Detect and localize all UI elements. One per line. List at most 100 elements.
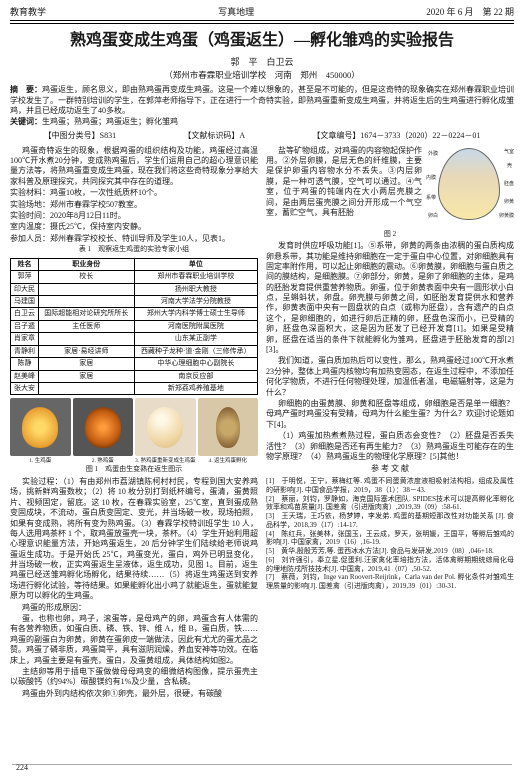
photos xyxy=(10,398,258,456)
reference: [2] 蔡丽，刘钧，罗静如，海克国际塞术团队. SPIDES技术可以提高孵化率孵… xyxy=(266,495,514,513)
fig2-egg-diagram: 外膜 壳 内膜 气室 系带 胚盘 卵黄 卵白 卵黄膜 xyxy=(426,146,514,228)
table-cell: 赵美峰 xyxy=(11,370,39,382)
left-column: 鸡蛋奇特返生的现象，根据鸡蛋的组织结构及功能，鸡蛋经过高温100℃开水煮20分钟… xyxy=(10,146,258,700)
table-row: 郭萍校长郑州市春霖职业培训学校 xyxy=(11,271,258,283)
reference: [7] 蔡薇，刘钧，Inge van Roovert-Reijrink，Carl… xyxy=(266,573,514,591)
table-cell: 印大民 xyxy=(11,283,39,295)
table-cell: 国际超能相对论研究所所长 xyxy=(38,308,134,320)
f2l: 内膜 xyxy=(426,176,436,183)
table-header: 姓名 xyxy=(11,258,39,270)
right-column: 外膜 壳 内膜 气室 系带 胚盘 卵黄 卵白 卵黄膜 盐等矿物组成，对鸡蛋的内容… xyxy=(266,146,514,700)
photo-caption: 3. 熟鸡蛋重新变成生鸡蛋 xyxy=(135,458,196,464)
table-cell: 家居·易经讲师 xyxy=(38,345,134,357)
abstract-label: 摘 要： xyxy=(10,85,42,94)
para: 参加人员：郑州春霖学校校长、特训导师及学生10人，见表1。 xyxy=(10,234,258,244)
f2l: 系带 xyxy=(426,196,436,203)
reference: [1] 于明悦，王宁，蔡梅红等. 鸡蛋不同蛋黄浓度液相吸射法构相，组成及属性的研… xyxy=(266,477,514,495)
observer-table: 姓名职业身份单位 郭萍校长郑州市春霖职业培训学校印大民扬州职大教授马建国河南大学… xyxy=(10,258,258,396)
table-cell: 肖家章 xyxy=(11,333,39,345)
table-cell: 吕子遁 xyxy=(11,320,39,332)
para: 主结卵等用于插电下蛋做做母母鸡变的细微结构图像，提示蛋壳主以碳酸钙（约94%）碳… xyxy=(10,667,258,688)
table-cell: 郑州大学内科学博士硕士生导师 xyxy=(134,308,257,320)
table-cell: 陈静 xyxy=(11,358,39,370)
table-cell xyxy=(38,283,134,295)
reference: [4] 陈红兵，张美林，张国玉，王云成，罗天，张明媛，王国平，等孵后雏鸡的影响[… xyxy=(266,530,514,548)
table-cell: 西藏种子龙种·道·金刚（三修传承） xyxy=(134,345,257,357)
table-cell: 马建国 xyxy=(11,295,39,307)
abstract-text: 鸡蛋返生，顾名思义，即由熟鸡蛋再变成生鸡蛋。这是一个难以想象的，甚至是不可能的，… xyxy=(10,85,514,115)
para: 鸡蛋奇特返生的现象，根据鸡蛋的组织结构及功能，鸡蛋经过高温100℃开水煮20分钟… xyxy=(10,146,258,188)
table-cell: 中华心理细胞中心副院长 xyxy=(134,358,257,370)
para: （1）鸡蛋加热煮煮熟过程，蛋白质态会变性？（2）胚盘是否丢失活性？（3）卵细胞是… xyxy=(266,431,514,462)
page-number: 224 xyxy=(16,763,28,774)
photo-2 xyxy=(73,398,134,456)
table-cell xyxy=(38,295,134,307)
table-row: 肖家章 山东某正副学 xyxy=(11,333,258,345)
header-center: 写真地理 xyxy=(218,6,254,18)
f2l: 壳 xyxy=(507,164,512,171)
table-cell: 家居 xyxy=(38,370,134,382)
table-cell xyxy=(38,333,134,345)
f2l: 卵黄膜 xyxy=(499,214,514,221)
table-cell: 河南医院附属医院 xyxy=(134,320,257,332)
para: 鸡蛋由外到内结构依次卵①卵壳，最外层，很硬，有碳酸 xyxy=(10,689,258,699)
table-row: 吕子遁主任医师河南医院附属医院 xyxy=(11,320,258,332)
table-cell xyxy=(38,383,134,395)
table-cell: 青静利 xyxy=(11,345,39,357)
reference: [3] 王天瑞，王巧依，杨梦婷，李发弟. 鸡蛋的基期短那改性对功能关系 [J].… xyxy=(266,512,514,530)
para: 蛋，也称也卵，鸡子，滚蛋等，是母鸡产的卵，鸡蛋含有人体需的有各营养物质，如蛋白质… xyxy=(10,614,258,666)
para: 卵细胞的由蛋黄膜、卵黄和胚盘等组成，卵细胞是否是单一细胞？母鸡产蛋时鸡蛋没有受精… xyxy=(266,399,514,430)
references-title: 参 考 文 献 xyxy=(266,464,514,475)
photo-1 xyxy=(10,398,71,456)
para: 实验时间：2020年8月12日11时。 xyxy=(10,211,258,221)
para: 我们知道，蛋白质加热后可以变性，那么，熟鸡蛋经过100℃开水煮23分钟，整体上鸡… xyxy=(266,356,514,398)
table-cell: 河南大学法学分院教授 xyxy=(134,295,257,307)
photo-3 xyxy=(135,398,196,456)
fig1-caption: 图 1 鸡蛋由生变熟在返生图示 xyxy=(10,465,258,474)
table-cell: 家居 xyxy=(38,358,134,370)
photo-caption: 4. 返生鸡蛋孵化 xyxy=(198,458,259,464)
affiliation: （郑州市春霖职业培训学校 河南 郑州 450000） xyxy=(10,70,514,81)
abstract: 摘 要：鸡蛋返生，顾名思义，即由熟鸡蛋再变成生鸡蛋。这是一个难以想象的，甚至是不… xyxy=(10,85,514,127)
keywords-text: 生鸡蛋；熟鸡蛋；鸡蛋返生；孵化雏鸡 xyxy=(42,117,178,126)
table-caption: 表 1 观察返生鸡蛋的实验专家小组 xyxy=(10,245,258,254)
table-row: 张大安 新郑荔鸡养殖基地 xyxy=(11,383,258,395)
table-row: 陈静家居中华心理细胞中心副院长 xyxy=(11,358,258,370)
table-cell: 扬州职大教授 xyxy=(134,283,257,295)
para: 实验材料：鸡蛋10枚，一次性纸质杯10个。 xyxy=(10,188,258,198)
table-row: 马建国 河南大学法学分院教授 xyxy=(11,295,258,307)
table-cell: 新郑荔鸡养殖基地 xyxy=(134,383,257,395)
table-header: 职业身份 xyxy=(38,258,134,270)
fig2-caption: 图 2 xyxy=(266,230,514,239)
table-cell: 白卫云 xyxy=(11,308,39,320)
photo-caption: 1. 生鸡蛋 xyxy=(10,458,71,464)
table-cell: 山东某正副学 xyxy=(134,333,257,345)
para: 鸡蛋的形成原因： xyxy=(10,603,258,613)
para: 实验过程：（1）有由郑州市荔湖镇陈柯村村民，专程到国大安养鸡场，挑新鲜鸡蛋数枚；… xyxy=(10,477,258,602)
author: 郭 平 白卫云 xyxy=(10,56,514,68)
table-cell: 郑州市春霖职业培训学校 xyxy=(134,271,257,283)
page-title: 熟鸡蛋变成生鸡蛋（鸡蛋返生）—孵化雏鸡的实验报告 xyxy=(10,30,514,52)
table-cell: 南京反应部 xyxy=(134,370,257,382)
para: 实验场地：郑州市春霖学校507教室。 xyxy=(10,200,258,210)
table-cell: 郭萍 xyxy=(11,271,39,283)
table-cell: 校长 xyxy=(38,271,134,283)
table-cell: 主任医师 xyxy=(38,320,134,332)
para: 发育时供应呼吸功能[1]。⑤系带，卵黄的两条由浓稠的蛋白质构成卵悬系带，其功能是… xyxy=(266,241,514,355)
table-row: 赵美峰家居南京反应部 xyxy=(11,370,258,382)
reference: [5] 黄华,殷殷芳芳,等. 蛋西冰水方法[J]. 食品与发研发,2019（08… xyxy=(266,547,514,556)
clc: 【中图分类号】S831 xyxy=(44,131,116,142)
f2l: 气室 xyxy=(504,150,514,157)
f2l: 卵白 xyxy=(428,214,438,221)
para: 室内温度：摄氏25℃，保持室内安静。 xyxy=(10,222,258,232)
table-header: 单位 xyxy=(134,258,257,270)
doccode: 【文献标识码】A xyxy=(183,131,245,142)
table-row: 印大民 扬州职大教授 xyxy=(11,283,258,295)
photo-caption: 2. 熟鸡蛋 xyxy=(73,458,134,464)
f2l: 外膜 xyxy=(428,152,438,159)
article-no: 【文章编号】1674－3733（2020）22－0224－01 xyxy=(312,131,480,142)
table-cell: 张大安 xyxy=(11,383,39,395)
header-right: 2020 年 6 月 第 22 期 xyxy=(426,6,514,18)
f2l: 卵黄 xyxy=(504,200,514,207)
keywords-label: 关键词： xyxy=(10,117,42,126)
